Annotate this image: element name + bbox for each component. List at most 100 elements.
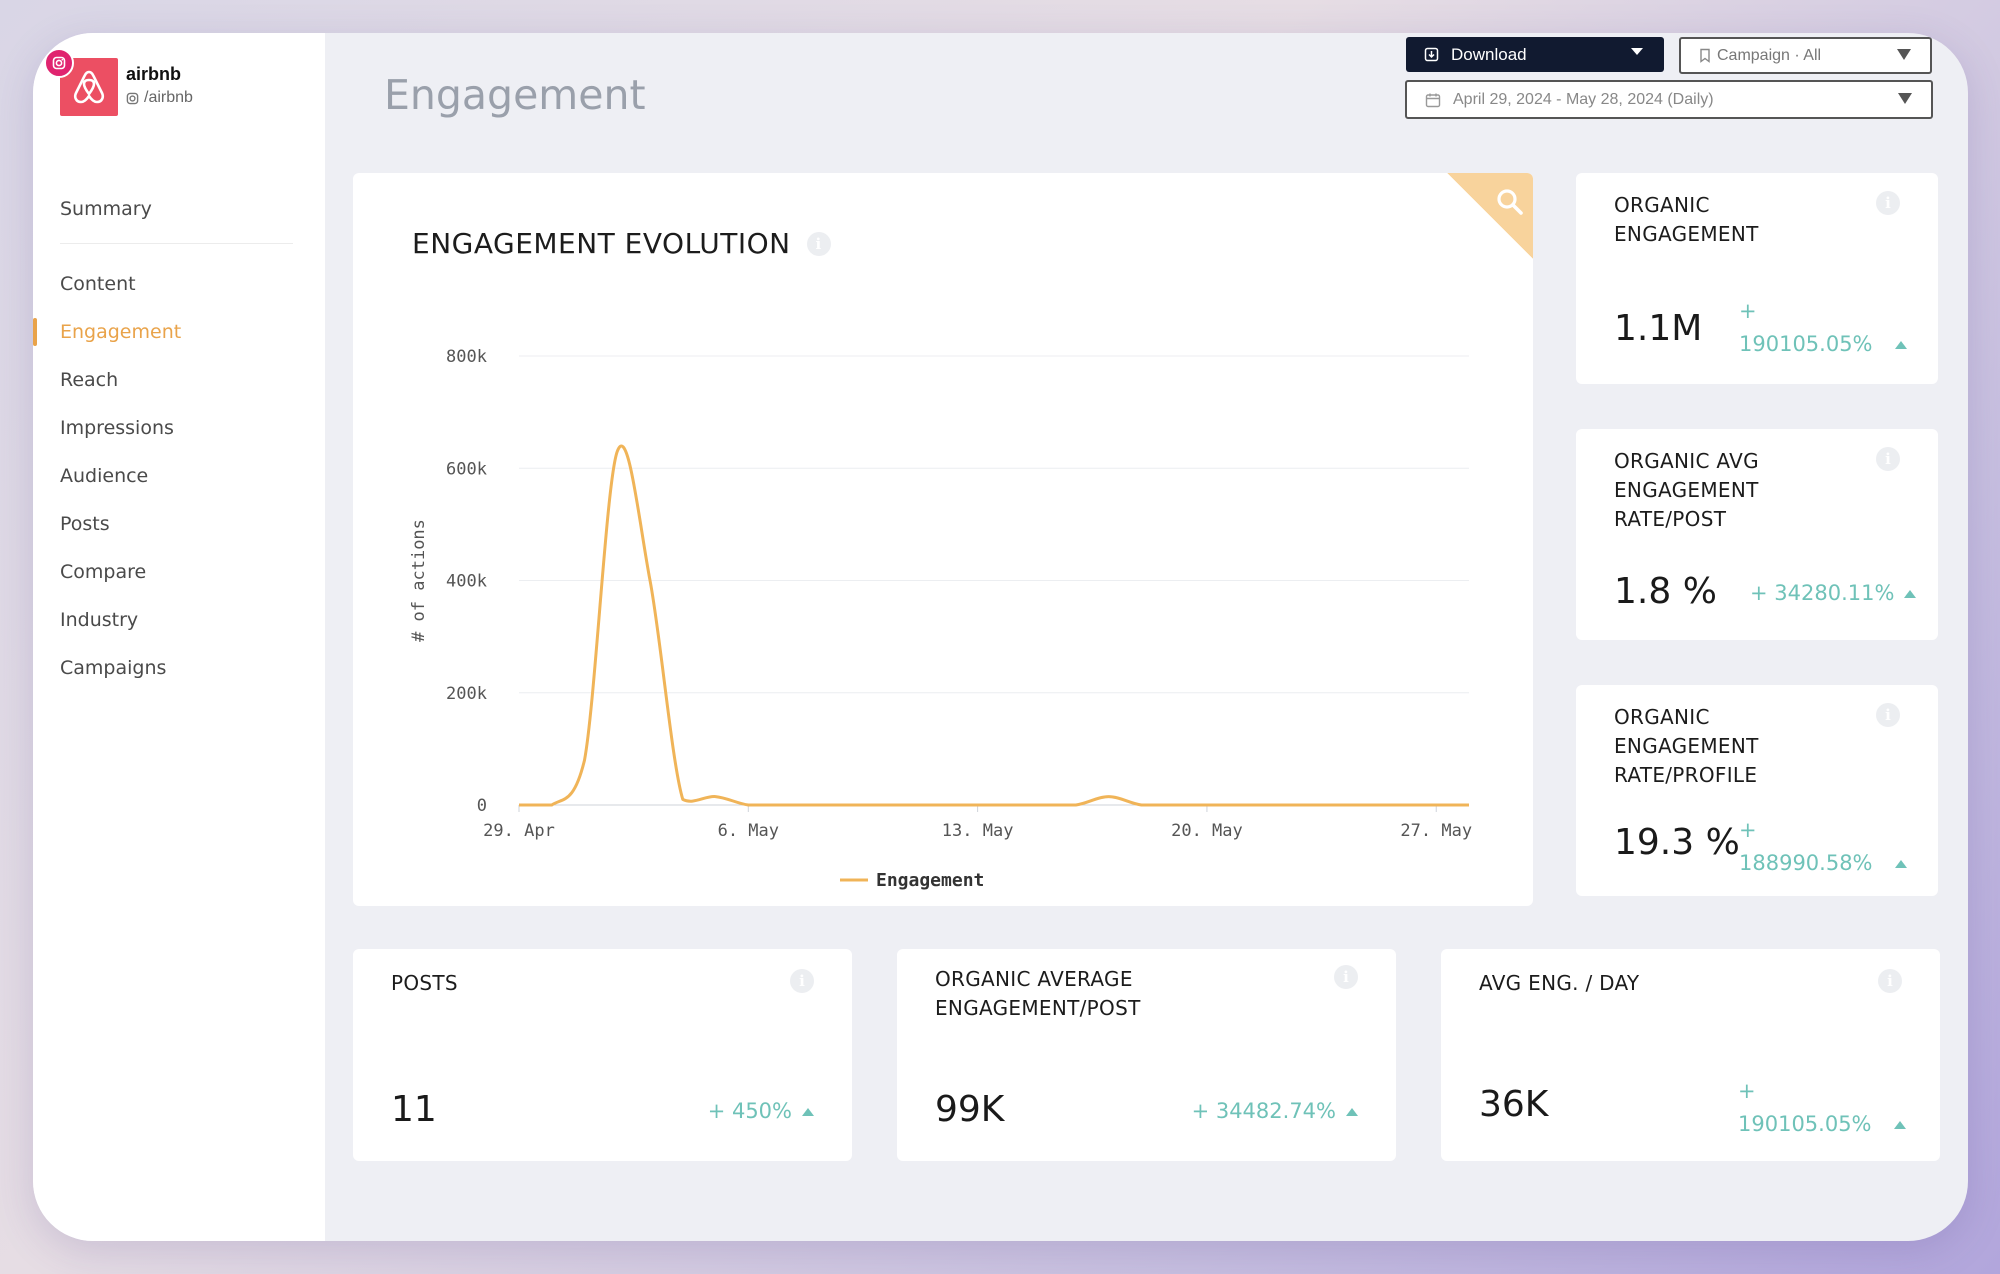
y-tick-label: 0 — [477, 796, 487, 816]
y-tick-label: 400k — [446, 572, 487, 592]
kpi-value: 99K — [935, 1089, 1005, 1130]
info-icon[interactable]: i — [790, 969, 814, 993]
y-axis-label: # of actions — [409, 519, 429, 642]
info-icon[interactable]: i — [1876, 703, 1900, 727]
chart-grid — [519, 355, 1469, 806]
date-range-select[interactable]: April 29, 2024 - May 28, 2024 (Daily) — [1405, 80, 1933, 119]
kpi-delta: + 190105.05% — [1739, 295, 1907, 361]
sidebar-item-audience[interactable]: Audience — [60, 465, 149, 487]
kpi-value: 1.8 % — [1614, 571, 1717, 612]
bookmark-icon — [1700, 48, 1710, 63]
sidebar-item-industry[interactable]: Industry — [60, 609, 139, 631]
chevron-down-icon — [1631, 48, 1643, 55]
info-icon[interactable]: i — [1334, 965, 1358, 989]
kpi-card-organic-engagement: ORGANIC ENGAGEMENT i 1.1M + 190105.05% — [1576, 173, 1938, 384]
kpi-value: 11 — [391, 1089, 437, 1130]
engagement-line-chart: # of actions 0 200k 400k 600k 800k 29. Apr 6.… — [409, 347, 1472, 891]
legend-label-engagement: Engagement — [876, 870, 984, 891]
chevron-down-icon — [1898, 93, 1912, 104]
sidebar-item-summary[interactable]: Summary — [60, 198, 152, 220]
chart-card-title: ENGAGEMENT EVOLUTION i — [412, 227, 831, 260]
x-tick-label: 20. May — [1171, 821, 1243, 841]
nav-divider — [60, 243, 293, 244]
instagram-small-icon — [126, 92, 139, 104]
profile-handle-text: /airbnb — [144, 89, 193, 106]
download-icon — [1424, 47, 1439, 62]
kpi-delta: + 34482.74% — [1192, 1095, 1358, 1128]
sidebar-item-campaigns[interactable]: Campaigns — [60, 657, 167, 679]
kpi-value: 1.1M — [1614, 308, 1703, 349]
y-tick-label: 600k — [446, 459, 487, 479]
sidebar: airbnb /airbnb Summary Content Engagemen… — [33, 33, 325, 1241]
profile-name: airbnb — [126, 64, 182, 84]
y-axis-ticks: 0 200k 400k 600k 800k — [446, 347, 487, 816]
sidebar-item-impressions[interactable]: Impressions — [60, 417, 174, 439]
kpi-title: AVG ENG. / DAY — [1479, 971, 1640, 995]
x-axis-ticks: 29. Apr 6. May 13. May 20. May 27. May — [483, 805, 1472, 841]
x-tick-label: 13. May — [942, 821, 1014, 841]
chevron-down-icon — [1897, 49, 1911, 60]
kpi-card-avg-engagement-rate-post: ORGANIC AVG ENGAGEMENT RATE/POST i 1.8 %… — [1576, 429, 1938, 640]
kpi-delta-value: 190105.05% — [1738, 1112, 1872, 1136]
sidebar-nav: Summary Content Engagement Reach Impress… — [33, 185, 325, 692]
download-button[interactable]: Download — [1406, 37, 1664, 72]
campaign-select[interactable]: Campaign · All — [1679, 37, 1932, 74]
profile-header[interactable]: airbnb /airbnb — [44, 48, 300, 128]
kpi-delta-value: + 450% — [707, 1099, 792, 1123]
page-title: Engagement — [384, 71, 646, 119]
campaign-select-value: Campaign · All — [1717, 46, 1822, 64]
kpi-card-avg-eng-per-day: AVG ENG. / DAY i 36K + 190105.05% — [1441, 949, 1940, 1161]
kpi-card-posts: POSTS i 11 + 450% — [353, 949, 852, 1161]
y-tick-label: 200k — [446, 684, 487, 704]
arrow-up-icon — [1893, 1121, 1906, 1129]
kpi-delta-sign: + — [1738, 1079, 1756, 1103]
info-icon[interactable]: i — [806, 231, 831, 256]
arrow-up-icon — [802, 1108, 814, 1116]
sidebar-item-reach[interactable]: Reach — [60, 369, 119, 391]
kpi-delta-sign: + — [1739, 299, 1757, 323]
y-tick-label: 800k — [446, 347, 487, 367]
kpi-title: ORGANIC ENGAGEMENT RATE/PROFILE — [1614, 705, 1759, 787]
sidebar-item-content[interactable]: Content — [60, 273, 136, 295]
x-tick-label: 27. May — [1400, 821, 1472, 841]
app-window: airbnb /airbnb Summary Content Engagemen… — [33, 33, 1968, 1241]
kpi-delta-sign: + — [1739, 818, 1757, 842]
download-label: Download — [1451, 44, 1527, 64]
kpi-card-avg-engagement-post: ORGANIC AVERAGE ENGAGEMENT/POST i 99K + … — [897, 949, 1396, 1161]
chart-legend: Engagement — [840, 870, 984, 891]
sidebar-item-compare[interactable]: Compare — [60, 561, 147, 583]
profile-handle: /airbnb — [126, 89, 193, 107]
arrow-up-icon — [1894, 341, 1907, 349]
calendar-icon — [1425, 93, 1441, 107]
x-tick-label: 29. Apr — [483, 821, 555, 841]
kpi-delta: + 190105.05% — [1738, 1075, 1906, 1141]
engagement-evolution-card: ENGAGEMENT EVOLUTION i # of actions 0 200… — [353, 173, 1533, 906]
zoom-search-button[interactable] — [1447, 173, 1533, 259]
kpi-title: POSTS — [391, 971, 458, 995]
arrow-up-icon — [1904, 590, 1917, 598]
info-icon[interactable]: i — [1876, 191, 1900, 215]
kpi-delta-value: + 34280.11% — [1750, 581, 1895, 605]
kpi-title: ORGANIC ENGAGEMENT — [1614, 193, 1759, 246]
sidebar-item-engagement[interactable]: Engagement — [33, 308, 325, 356]
kpi-value: 19.3 % — [1614, 822, 1740, 863]
kpi-delta-value: + 34482.74% — [1191, 1099, 1336, 1123]
kpi-delta: + 34280.11% — [1750, 577, 1917, 610]
airbnb-logo-icon — [73, 70, 105, 104]
arrow-up-icon — [1894, 860, 1907, 868]
info-icon[interactable]: i — [1876, 447, 1900, 471]
kpi-delta: + 188990.58% — [1739, 814, 1907, 880]
sidebar-item-posts[interactable]: Posts — [60, 513, 110, 535]
info-icon[interactable]: i — [1878, 969, 1902, 993]
search-icon — [1497, 189, 1523, 215]
x-tick-label: 6. May — [718, 821, 779, 841]
instagram-icon — [44, 48, 74, 78]
arrow-up-icon — [1346, 1108, 1358, 1116]
kpi-delta-value: 188990.58% — [1739, 851, 1873, 875]
kpi-title: ORGANIC AVERAGE ENGAGEMENT/POST — [935, 967, 1141, 1020]
kpi-delta: + 450% — [708, 1095, 814, 1128]
kpi-delta-value: 190105.05% — [1739, 332, 1873, 356]
kpi-card-engagement-rate-profile: ORGANIC ENGAGEMENT RATE/PROFILE i 19.3 %… — [1576, 685, 1938, 896]
kpi-title: ORGANIC AVG ENGAGEMENT RATE/POST — [1614, 449, 1759, 531]
engagement-series-line — [518, 444, 1469, 807]
